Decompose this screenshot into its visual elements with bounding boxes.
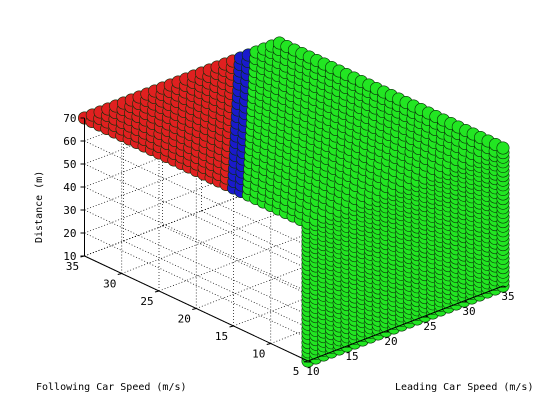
y-tick-label: 10: [252, 348, 265, 361]
y-tick-label: 25: [140, 295, 153, 308]
x-tick-mark: [307, 360, 312, 363]
z-tick-label: 50: [63, 158, 76, 171]
y-tick-mark: [266, 343, 271, 345]
x-tick-label: 30: [462, 305, 475, 318]
z-tick-label: 60: [63, 135, 76, 148]
y-tick-mark: [117, 273, 122, 275]
x-tick-label: 15: [345, 350, 358, 363]
y-tick-mark: [303, 360, 309, 363]
y-tick-mark: [192, 308, 197, 310]
scatter-markers: [78, 36, 510, 368]
y-tick-label: 20: [178, 313, 191, 326]
y-tick-mark: [154, 290, 160, 293]
x-tick-mark: [385, 330, 390, 333]
z-tick-label: 40: [63, 181, 76, 194]
y-tick-label: 15: [215, 330, 228, 343]
x-axis-line: [307, 285, 504, 362]
z-axis-label: Distance (m): [34, 171, 45, 243]
y-tick-label: 30: [103, 278, 116, 291]
grid-line: [84, 163, 309, 270]
scatter-point: [496, 141, 510, 155]
x-tick-mark: [502, 285, 507, 288]
y-tick-mark: [229, 325, 234, 328]
z-tick-label: 30: [63, 204, 76, 217]
z-tick-label: 10: [63, 250, 76, 263]
grid-line: [162, 225, 387, 332]
x-tick-mark: [346, 345, 351, 348]
x-tick-mark: [424, 315, 429, 318]
x-tick-label: 35: [501, 290, 514, 303]
y-axis-label: Following Car Speed (m/s): [36, 382, 187, 393]
x-tick-mark: [463, 300, 468, 303]
y-tick-label: 35: [66, 260, 79, 273]
grid-line: [84, 232, 309, 339]
z-tick-label: 20: [63, 227, 76, 240]
y-tick-label: 5: [293, 365, 300, 378]
x-tick-label: 10: [306, 365, 319, 378]
x-tick-label: 25: [423, 320, 436, 333]
x-axis-label: Leading Car Speed (m/s): [395, 382, 533, 393]
z-tick-label: 70: [63, 112, 76, 125]
grid-line: [123, 240, 348, 347]
x-tick-label: 20: [384, 335, 397, 348]
